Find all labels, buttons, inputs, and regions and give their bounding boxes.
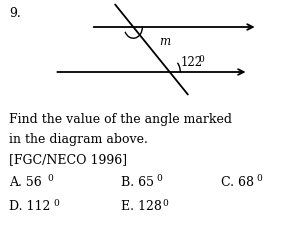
Text: 122: 122 <box>180 56 202 69</box>
Text: in the diagram above.: in the diagram above. <box>9 133 148 146</box>
Text: D. 112: D. 112 <box>9 200 51 213</box>
Text: [FGC/NECO 1996]: [FGC/NECO 1996] <box>9 153 127 166</box>
Text: 9.: 9. <box>9 7 21 20</box>
Text: E. 128: E. 128 <box>121 200 162 213</box>
Text: Find the value of the angle marked: Find the value of the angle marked <box>9 112 232 126</box>
Text: 0: 0 <box>198 55 204 64</box>
Text: B. 65: B. 65 <box>121 176 154 189</box>
Text: 0: 0 <box>47 174 53 183</box>
Text: C. 68: C. 68 <box>221 176 254 189</box>
Text: 0: 0 <box>256 174 262 183</box>
Text: m: m <box>159 35 170 48</box>
Text: 0: 0 <box>53 199 59 208</box>
Text: A. 56: A. 56 <box>9 176 42 189</box>
Text: 0: 0 <box>156 174 162 183</box>
Text: 0: 0 <box>162 199 168 208</box>
